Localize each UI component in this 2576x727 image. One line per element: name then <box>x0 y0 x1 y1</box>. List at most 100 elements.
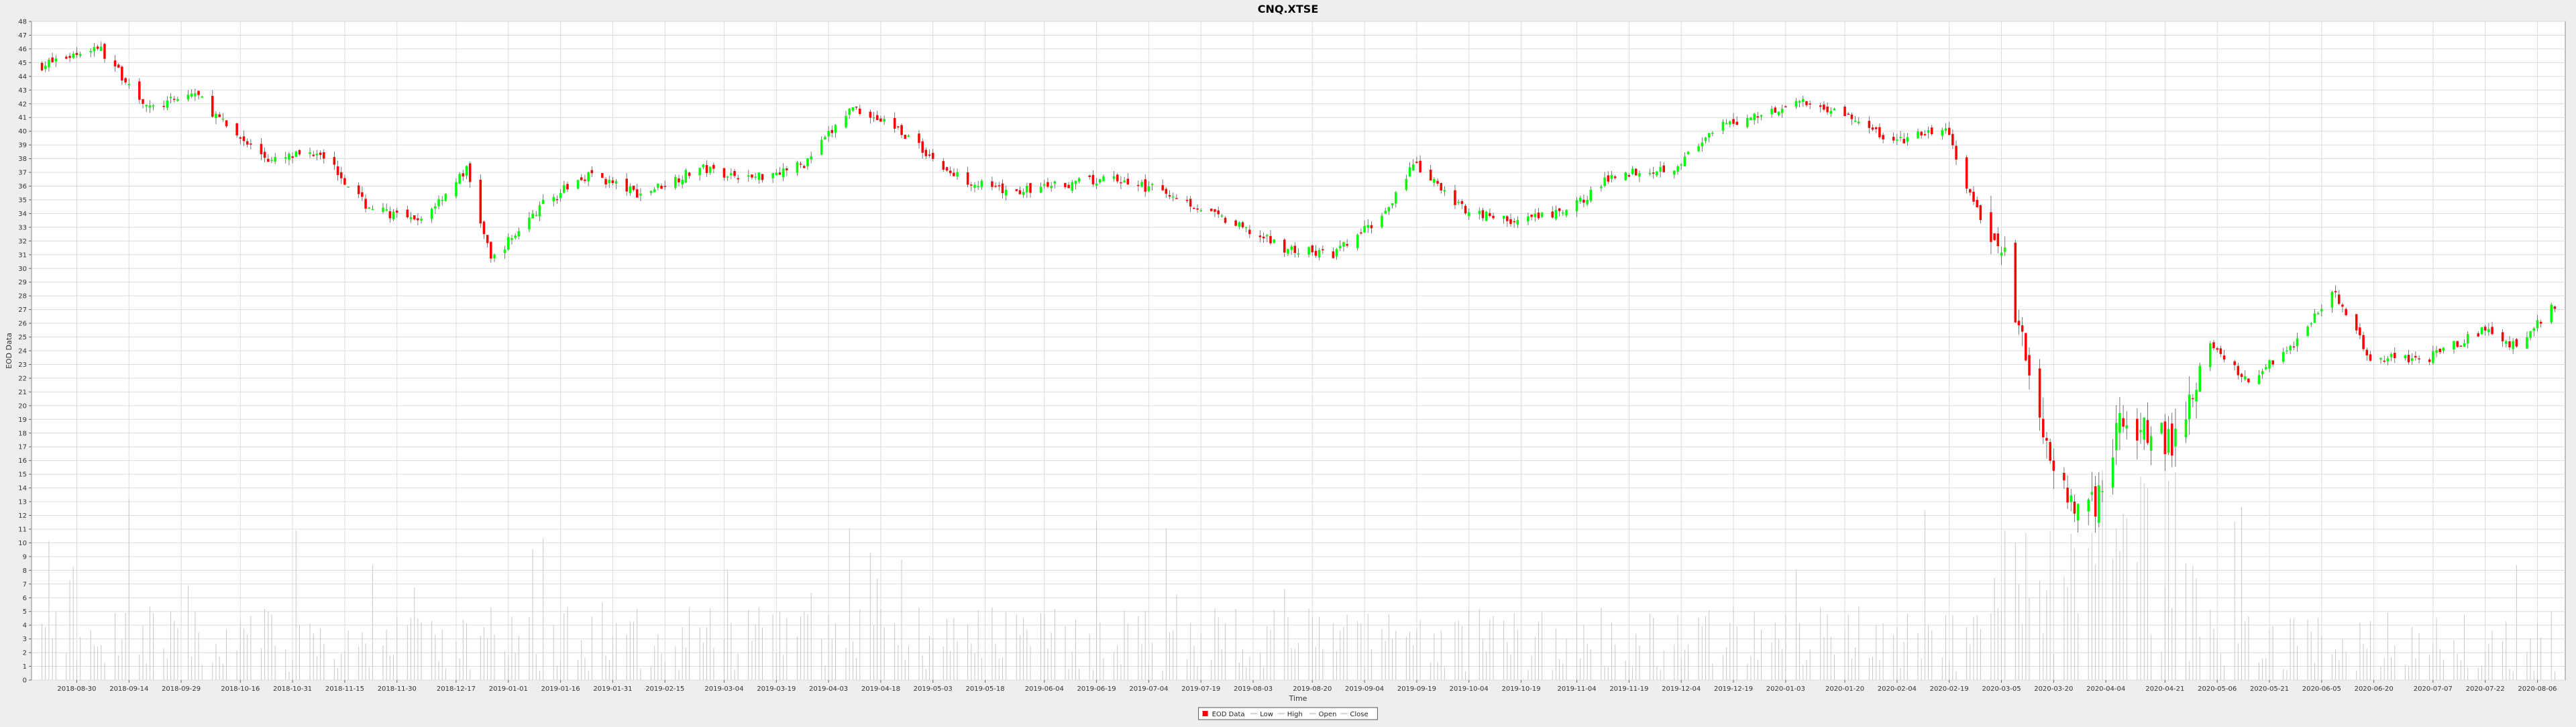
x-tick-label: 2019-10-19 <box>1501 685 1540 693</box>
candle-body <box>336 166 339 175</box>
x-tick-label: 2019-07-04 <box>1129 685 1168 693</box>
candle-body <box>2052 460 2055 471</box>
candle-body <box>2125 425 2129 429</box>
y-axis: 0123456789101112131415161718192021222324… <box>18 19 32 685</box>
candle-body <box>1686 152 1690 155</box>
candle-body <box>949 170 952 174</box>
candle-body <box>2282 351 2285 362</box>
candle-body <box>2453 341 2455 350</box>
candle-body <box>2066 488 2069 503</box>
candle-body <box>1026 185 1028 192</box>
candle-body <box>555 199 559 201</box>
candle-body <box>93 47 96 52</box>
candle-body <box>1185 200 1189 201</box>
candle-body <box>2170 423 2174 456</box>
candle-body <box>54 58 58 62</box>
candle-body <box>1627 175 1631 177</box>
candle-body <box>1638 173 1641 177</box>
candle-body <box>614 181 618 184</box>
candle-body <box>2038 368 2041 418</box>
candle-body <box>517 231 521 237</box>
candle-body <box>1565 210 1568 216</box>
candle-body <box>872 117 875 119</box>
candle-body <box>2355 314 2358 331</box>
candle-body <box>757 172 761 180</box>
y-tick-label: 22 <box>18 375 27 382</box>
candle-body <box>1307 247 1310 255</box>
candle-body <box>190 93 193 97</box>
y-tick-label: 19 <box>18 416 27 424</box>
candle-body <box>2025 333 2027 361</box>
y-tick-label: 44 <box>18 73 27 80</box>
candle-body <box>1467 212 1470 217</box>
candle-body <box>2365 349 2369 355</box>
candle-body <box>1238 222 1241 227</box>
candle-body <box>1039 186 1042 193</box>
candle-body <box>907 135 910 137</box>
candle-body <box>1882 135 1884 139</box>
candle-body <box>869 111 872 118</box>
candle-body <box>121 66 123 81</box>
candle-body <box>430 209 433 219</box>
x-tick-label: 2020-07-07 <box>2414 685 2453 693</box>
y-tick-label: 8 <box>23 567 27 575</box>
candle-body <box>1976 200 1978 208</box>
candle-body <box>580 177 583 180</box>
candle-body <box>1721 121 1725 131</box>
candle-body <box>2098 485 2100 523</box>
candle-body <box>566 184 569 190</box>
candle-body <box>142 99 144 104</box>
y-tick-label: 16 <box>18 457 27 465</box>
candle-body <box>1802 99 1805 103</box>
x-tick-label: 2020-01-20 <box>1825 685 1864 693</box>
y-tick-label: 6 <box>23 595 27 602</box>
candle-body <box>1878 127 1881 137</box>
candle-body <box>1951 133 1954 146</box>
y-tick-label: 25 <box>18 334 27 341</box>
candle-body <box>2222 355 2226 360</box>
candle-body <box>611 180 614 183</box>
candle-body <box>1996 233 2000 246</box>
candle-body <box>113 60 117 67</box>
candle-body <box>730 173 733 176</box>
candle-body <box>260 144 263 155</box>
candle-body <box>2111 457 2114 488</box>
x-tick-label: 2019-05-18 <box>966 685 1005 693</box>
candle-body <box>2271 360 2274 365</box>
candle-body <box>625 178 628 192</box>
candle-body <box>291 156 294 158</box>
candle-body <box>385 209 388 211</box>
candle-body <box>197 91 200 95</box>
candle-body <box>806 158 809 166</box>
candle-body <box>674 176 677 188</box>
candle-body <box>2021 325 2024 332</box>
candle-body <box>653 189 656 192</box>
candle-body <box>531 213 534 219</box>
candle-body <box>1540 212 1544 217</box>
candle-body <box>2143 417 2145 440</box>
y-tick-label: 42 <box>18 101 27 108</box>
candle-body <box>1527 216 1529 222</box>
candle-body <box>2483 327 2487 331</box>
candle-body <box>1575 200 1578 212</box>
candle-body <box>1725 123 1728 125</box>
y-tick-label: 48 <box>18 19 27 26</box>
candle-body <box>2320 309 2323 312</box>
y-tick-label: 13 <box>18 499 27 506</box>
candle-body <box>956 172 959 177</box>
candle-body <box>1631 168 1634 174</box>
candle-body <box>2261 371 2264 374</box>
candle-body <box>409 217 413 219</box>
candle-body <box>2240 374 2243 377</box>
candle-body <box>235 123 238 135</box>
candle-body <box>2306 326 2309 337</box>
candle-body <box>103 44 106 59</box>
candle-body <box>434 206 437 209</box>
candle-body <box>78 54 82 56</box>
y-tick-label: 7 <box>23 581 27 588</box>
candle-body <box>977 186 979 187</box>
candle-body <box>2442 347 2445 351</box>
candle-body <box>563 184 566 193</box>
candle-body <box>493 254 496 258</box>
